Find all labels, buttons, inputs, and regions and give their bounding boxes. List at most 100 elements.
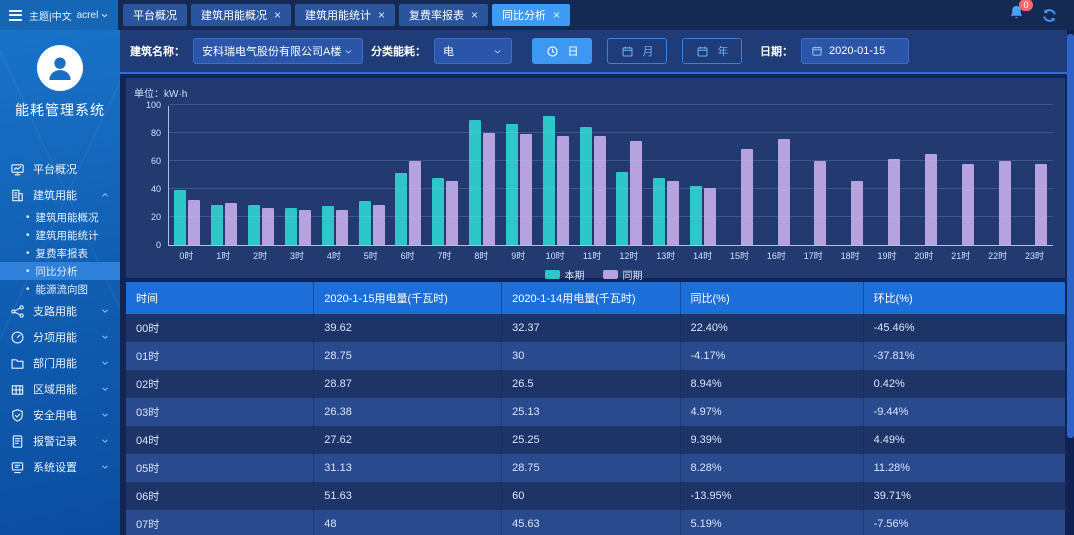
tab-4[interactable]: 同比分析 × <box>492 4 571 26</box>
sidebar-item-label: 报警记录 <box>33 436 77 448</box>
close-icon[interactable]: × <box>553 8 561 22</box>
bar-同期-12时[interactable] <box>630 140 643 245</box>
bar-同期-1时[interactable] <box>225 203 238 245</box>
x-tick-label: 0时 <box>179 251 194 261</box>
chevron-down-icon <box>100 332 110 342</box>
chart-legend: 本期 同期 <box>134 267 1053 282</box>
bar-group-13时 <box>648 177 685 245</box>
bar-本期-6时[interactable] <box>395 172 408 245</box>
sidebar-item-8[interactable]: 系统设置 <box>0 454 120 480</box>
bar-本期-5时[interactable] <box>358 201 371 245</box>
bar-本期-3时[interactable] <box>284 208 297 245</box>
bar-同期-4时[interactable] <box>335 209 348 245</box>
user-menu[interactable]: acrel <box>77 10 110 21</box>
year-view-button[interactable]: 年 <box>682 38 742 64</box>
comparison-chart: 单位：kW·h 0 20 40 60 80 100 0时 1时 2时 3时 4时 5时 6时 7时 8时 9… <box>126 78 1065 282</box>
bar-同期-20时[interactable] <box>924 154 937 245</box>
sidebar-item-3[interactable]: 分项用能 <box>0 324 120 350</box>
tab-3[interactable]: 复费率报表 × <box>399 4 489 26</box>
menu-toggle-icon[interactable] <box>7 8 24 23</box>
bar-本期-13时[interactable] <box>653 177 666 245</box>
bar-同期-13时[interactable] <box>667 180 680 245</box>
bar-本期-2时[interactable] <box>248 204 261 245</box>
sidebar-subitem-1-0[interactable]: • 建筑用能概况 <box>0 208 120 226</box>
close-icon[interactable]: × <box>274 8 282 22</box>
sidebar-item-0[interactable]: 平台概况 <box>0 156 120 182</box>
bar-同期-18时[interactable] <box>851 180 864 245</box>
bar-本期-0时[interactable] <box>174 189 187 245</box>
x-tick-label: 6时 <box>400 251 415 261</box>
bar-同期-10时[interactable] <box>556 135 569 245</box>
sidebar-item-6[interactable]: 安全用电 <box>0 402 120 428</box>
bar-同期-11时[interactable] <box>593 135 606 245</box>
bar-同期-8时[interactable] <box>483 133 496 245</box>
legend-item-本期[interactable]: 本期 <box>544 267 585 282</box>
gridline <box>169 216 1053 217</box>
day-view-button[interactable]: 日 <box>532 38 592 64</box>
chevron-down-icon <box>494 49 501 54</box>
energy-type-select[interactable]: 电 <box>434 38 512 64</box>
close-icon[interactable]: × <box>378 8 386 22</box>
month-view-button[interactable]: 月 <box>607 38 667 64</box>
sidebar-item-2[interactable]: 支路用能 <box>0 298 120 324</box>
legend-item-同期[interactable]: 同期 <box>602 267 643 282</box>
bar-同期-22时[interactable] <box>998 161 1011 245</box>
bar-同期-5时[interactable] <box>372 204 385 245</box>
sidebar-item-5[interactable]: 区域用能 <box>0 376 120 402</box>
bar-同期-23时[interactable] <box>1035 163 1048 245</box>
vertical-scrollbar[interactable] <box>1067 30 1074 535</box>
refresh-icon[interactable] <box>1041 7 1058 24</box>
legend-label: 本期 <box>564 271 585 282</box>
x-tick-label: 12时 <box>619 251 639 261</box>
table-cell: 28.87 <box>313 370 503 398</box>
tab-2[interactable]: 建筑用能统计 × <box>295 4 396 26</box>
sidebar-item-1[interactable]: 建筑用能 <box>0 182 120 208</box>
sidebar-item-label: 平台概况 <box>33 164 77 176</box>
bar-同期-2时[interactable] <box>262 207 275 245</box>
bar-本期-8时[interactable] <box>469 120 482 245</box>
bar-同期-14时[interactable] <box>704 187 716 245</box>
date-picker[interactable]: 2020-01-15 <box>801 38 909 64</box>
bar-group-15时 <box>721 149 758 245</box>
bar-本期-1时[interactable] <box>211 204 224 245</box>
bar-本期-9时[interactable] <box>505 123 518 245</box>
bar-同期-16时[interactable] <box>777 138 790 245</box>
table-cell: 25.13 <box>501 398 681 426</box>
bar-同期-7时[interactable] <box>446 181 459 245</box>
bar-同期-21时[interactable] <box>961 163 974 245</box>
sidebar-item-7[interactable]: 报警记录 <box>0 428 120 454</box>
table-cell: 4.49% <box>873 434 905 446</box>
bar-同期-6时[interactable] <box>409 161 422 245</box>
bar-本期-4时[interactable] <box>321 206 334 245</box>
sidebar-subitem-1-3[interactable]: • 同比分析 <box>0 262 120 280</box>
bar-group-3时 <box>279 208 316 245</box>
sidebar-subitem-label: 建筑用能概况 <box>35 211 99 224</box>
sidebar-subitem-1-2[interactable]: • 复费率报表 <box>0 244 120 262</box>
bar-本期-11时[interactable] <box>579 127 592 245</box>
bar-本期-10时[interactable] <box>542 115 555 245</box>
theme-language-label[interactable]: 主题|中文 <box>29 11 72 23</box>
bar-同期-19时[interactable] <box>888 158 901 245</box>
avatar[interactable] <box>37 45 83 91</box>
building-select[interactable]: 安科瑞电气股份有限公司A楼 <box>193 38 363 64</box>
bar-同期-3时[interactable] <box>298 209 311 245</box>
sidebar-subitem-1-1[interactable]: • 建筑用能统计 <box>0 226 120 244</box>
table-cell: 11.28% <box>873 462 911 474</box>
column-header: 时间 <box>126 282 315 314</box>
bar-同期-15时[interactable] <box>740 149 753 245</box>
notification-bell-icon[interactable]: 0 <box>1008 0 1033 26</box>
bar-同期-17时[interactable] <box>814 161 827 245</box>
x-tick-label: 8时 <box>474 251 489 261</box>
close-icon[interactable]: × <box>471 8 479 22</box>
bar-本期-7时[interactable] <box>432 177 445 245</box>
bar-同期-0时[interactable] <box>188 199 201 245</box>
bar-本期-12时[interactable] <box>616 172 629 245</box>
bar-同期-9时[interactable] <box>519 133 532 245</box>
tab-1[interactable]: 建筑用能概况 × <box>191 4 292 26</box>
scrollbar-thumb[interactable] <box>1067 34 1074 438</box>
sidebar-item-4[interactable]: 部门用能 <box>0 350 120 376</box>
bar-本期-14时[interactable] <box>690 186 702 245</box>
sidebar-subitem-1-4[interactable]: • 能源流向图 <box>0 280 120 298</box>
tab-0[interactable]: 平台概况 <box>123 4 187 26</box>
table-cell: 26.5 <box>501 370 681 398</box>
